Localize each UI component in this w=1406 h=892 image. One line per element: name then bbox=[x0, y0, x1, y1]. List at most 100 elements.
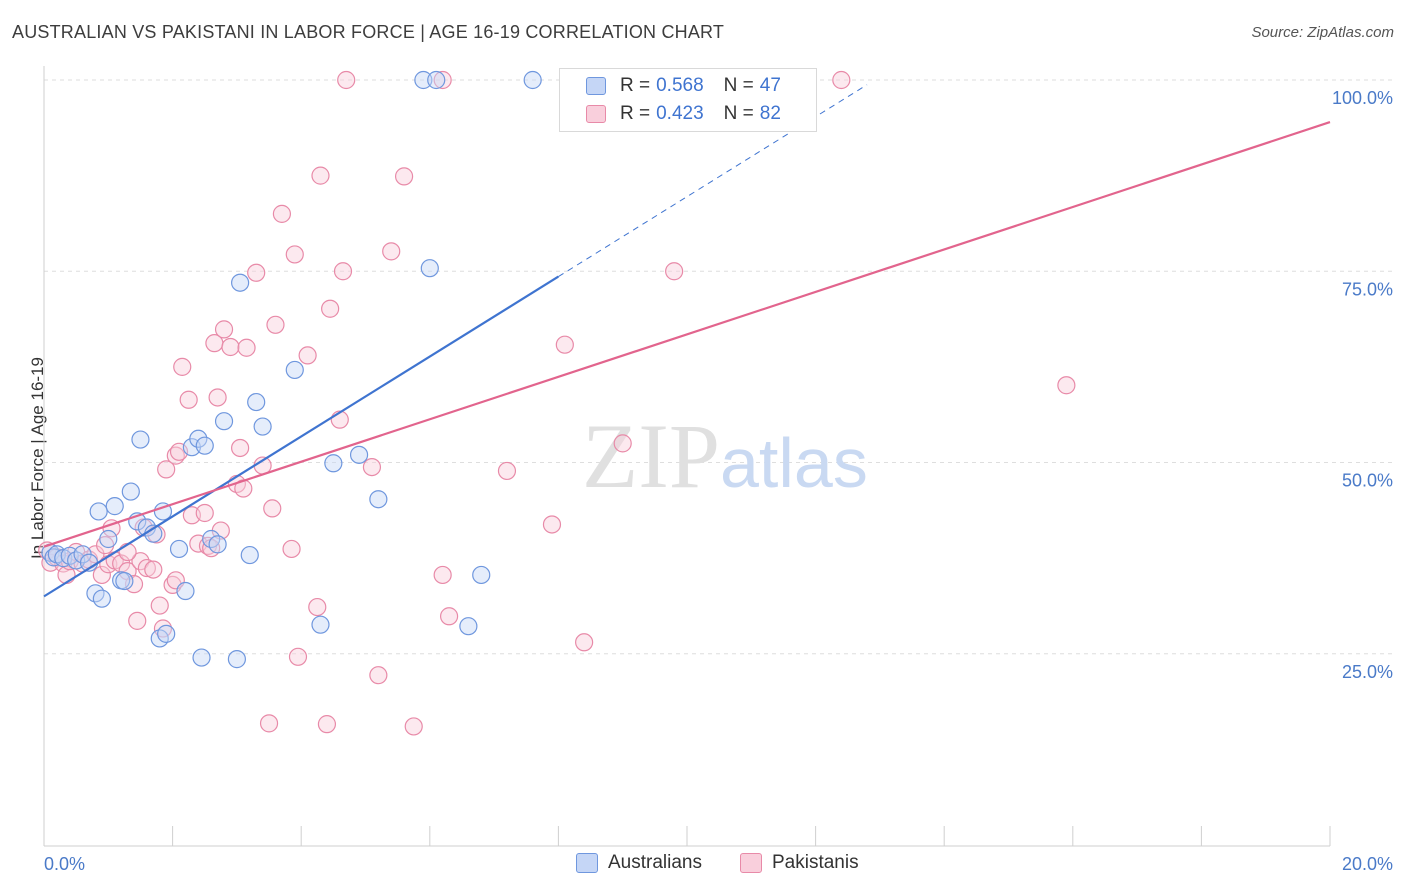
pakistanis-trend-line bbox=[43, 121, 1331, 548]
australians-point bbox=[459, 617, 478, 636]
pakistanis-point bbox=[369, 666, 388, 685]
pakistanis-point bbox=[497, 461, 517, 481]
australians-point bbox=[231, 273, 250, 292]
pakistanis-point bbox=[321, 299, 340, 318]
australians-point bbox=[324, 454, 343, 473]
australians-swatch bbox=[576, 853, 598, 873]
australians-point bbox=[92, 589, 111, 608]
australians-point bbox=[105, 497, 124, 516]
watermark-zip: ZIP bbox=[582, 405, 720, 507]
australians-point bbox=[208, 535, 227, 554]
pakistanis-point bbox=[92, 565, 111, 585]
pakistanis-point bbox=[173, 357, 192, 376]
axes bbox=[43, 66, 1331, 847]
pakistanis-point bbox=[221, 337, 240, 357]
pakistanis-point bbox=[266, 315, 285, 334]
pakistanis-point bbox=[542, 515, 562, 534]
legend-n-label: N = bbox=[723, 103, 754, 124]
pakistanis-point bbox=[555, 335, 574, 354]
australians-point bbox=[253, 417, 272, 436]
australians-point bbox=[157, 624, 176, 643]
pakistanis-point bbox=[394, 167, 414, 186]
pakistanis-point bbox=[337, 70, 356, 90]
pakistanis-point bbox=[282, 539, 301, 559]
bottom-legend-australians-label: Australians bbox=[608, 852, 702, 873]
pakistanis-point bbox=[333, 262, 353, 281]
pakistanis-point bbox=[128, 611, 147, 630]
pakistanis-point bbox=[285, 245, 304, 264]
x-tick-label: 0.0% bbox=[44, 854, 85, 874]
pakistanis-point bbox=[404, 717, 423, 736]
pakistanis-point bbox=[311, 166, 330, 185]
australians-point bbox=[44, 548, 63, 567]
y-tick-label: 25.0% bbox=[1342, 662, 1393, 682]
australians-points bbox=[41, 70, 542, 669]
australians-point bbox=[427, 70, 446, 90]
australians-point bbox=[414, 70, 433, 90]
pakistanis-swatch bbox=[740, 853, 762, 873]
pakistanis-point bbox=[237, 338, 256, 357]
australians-point bbox=[227, 650, 246, 669]
pakistanis-point bbox=[231, 438, 250, 458]
pakistanis-point bbox=[263, 499, 282, 518]
pakistanis-point bbox=[118, 542, 137, 562]
pakistanis-point bbox=[247, 263, 266, 282]
australians-n-value: 47 bbox=[759, 75, 781, 96]
pakistanis-point bbox=[433, 565, 452, 585]
pakistanis-point bbox=[179, 390, 198, 409]
source-label: Source: ZipAtlas.com bbox=[1251, 24, 1394, 41]
australians-point bbox=[176, 581, 195, 601]
legend-r-label: R = bbox=[620, 103, 651, 124]
chart-title: AUSTRALIAN VS PAKISTANI IN LABOR FORCE |… bbox=[12, 22, 725, 42]
pakistanis-point bbox=[665, 262, 684, 281]
pakistanis-points bbox=[38, 70, 1076, 736]
pakistanis-point bbox=[317, 715, 337, 734]
legend-row-pakistanis: R = 0.423 N = 82 bbox=[586, 101, 781, 127]
australians-point bbox=[472, 565, 491, 585]
australians-swatch bbox=[586, 77, 606, 95]
pakistanis-point bbox=[131, 552, 150, 571]
legend-row-australians: R = 0.568 N = 47 bbox=[586, 73, 781, 99]
pakistanis-point bbox=[259, 714, 279, 733]
australians-point bbox=[131, 430, 150, 449]
australians-trend-line bbox=[43, 275, 559, 598]
pakistanis-point bbox=[382, 242, 401, 261]
australians-point bbox=[285, 360, 304, 380]
y-tick-label: 50.0% bbox=[1342, 471, 1393, 491]
pakistanis-point bbox=[575, 633, 594, 652]
australians-point bbox=[369, 490, 388, 509]
australians-point bbox=[99, 529, 118, 549]
gridlines bbox=[44, 79, 1394, 655]
pakistanis-point bbox=[433, 70, 452, 90]
pakistanis-swatch bbox=[586, 105, 606, 123]
australians-r-value: 0.568 bbox=[656, 75, 704, 96]
bottom-legend-pakistanis-label: Pakistanis bbox=[772, 852, 859, 873]
australians-point bbox=[214, 412, 234, 431]
pakistanis-r-value: 0.423 bbox=[656, 103, 704, 124]
australians-point bbox=[153, 502, 173, 521]
australians-point bbox=[240, 545, 259, 565]
pakistanis-point bbox=[208, 388, 227, 407]
legend-box: R = 0.568 N = 47 R = 0.423 N = 82 bbox=[559, 68, 817, 132]
pakistanis-point bbox=[214, 320, 234, 339]
australians-point bbox=[121, 482, 140, 501]
pakistanis-point bbox=[150, 596, 169, 615]
pakistanis-point bbox=[153, 619, 173, 638]
australians-point bbox=[150, 629, 169, 648]
australians-point bbox=[349, 445, 369, 464]
australians-point bbox=[189, 429, 208, 448]
australians-point bbox=[89, 502, 108, 521]
pakistanis-point bbox=[272, 204, 292, 223]
pakistanis-point bbox=[195, 503, 214, 523]
legend-n-label: N = bbox=[723, 75, 754, 96]
pakistanis-point bbox=[308, 597, 327, 617]
pakistanis-point bbox=[288, 647, 308, 666]
bottom-legend-australians: Australians bbox=[576, 852, 702, 874]
australians-point bbox=[247, 392, 266, 412]
pakistanis-point bbox=[613, 434, 632, 453]
pakistanis-point bbox=[1057, 376, 1076, 395]
australians-point bbox=[169, 539, 189, 559]
legend-r-label: R = bbox=[620, 75, 651, 96]
pakistanis-point bbox=[362, 457, 382, 477]
